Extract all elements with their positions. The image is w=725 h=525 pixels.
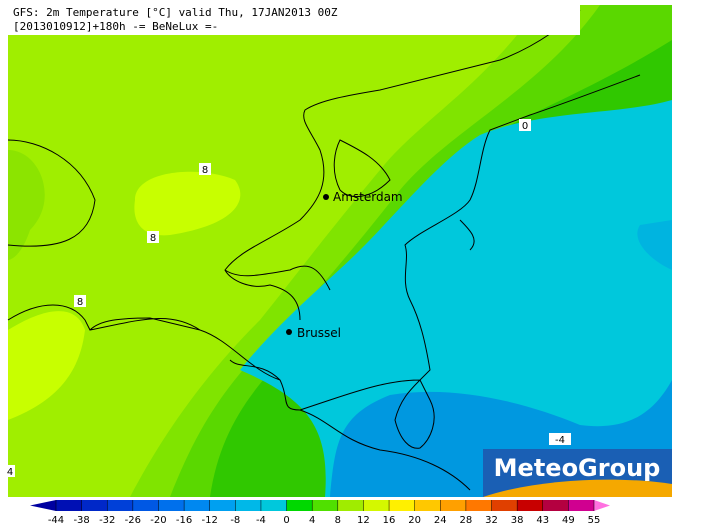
cities: Amsterdam Brussel <box>286 190 403 340</box>
colorbar-cell <box>440 500 467 511</box>
colorbar-tick-label: -4 <box>256 515 266 525</box>
zone-0 <box>240 100 672 497</box>
colorbar-tick-label: -8 <box>230 515 240 525</box>
colorbar-tick-label: 38 <box>511 515 524 525</box>
contour-label-bg <box>199 163 211 175</box>
colorbar-tick-label: -16 <box>176 515 192 525</box>
colorbar-tick-label: -20 <box>150 515 166 525</box>
contour-label-bg <box>147 231 159 243</box>
colorbar-tick-label: 49 <box>562 515 575 525</box>
colorbar-cell <box>568 500 595 511</box>
colorbar-tick-label: 16 <box>383 515 396 525</box>
logo-swoosh <box>483 479 672 497</box>
city-dot <box>286 329 292 335</box>
colorbar-arrow <box>30 500 56 511</box>
colorbar-cell <box>465 500 493 511</box>
colorbar-tick-label: 0 <box>283 515 289 525</box>
colorbar-tick-label: 4 <box>309 515 315 525</box>
logo: MeteoGroup <box>483 449 672 497</box>
colorbar-cell <box>56 500 83 511</box>
contour-label: -4 <box>555 435 565 446</box>
zone-minus2 <box>637 220 672 270</box>
contour-label: 4 <box>7 467 13 478</box>
colorbar: -44 -38 -32 -26 -20 -16 -12 -8 -4 0 4 8 12 16 20 24 28 32… <box>30 500 610 525</box>
contour-label-bg <box>74 295 86 307</box>
colorbar-tick-label: 32 <box>485 515 498 525</box>
contour-label-bg <box>549 433 571 445</box>
title-background <box>8 5 580 35</box>
colorbar-tick-label: -38 <box>73 515 89 525</box>
colorbar-cell <box>235 500 262 511</box>
zone-6 <box>8 150 45 260</box>
colorbar-tick-label: -12 <box>202 515 218 525</box>
colorbar-cell <box>286 500 313 511</box>
colorbar-tick-label: 24 <box>434 515 447 525</box>
colorbar-cell <box>414 500 441 511</box>
contour-label: 8 <box>77 297 83 308</box>
contour-label: 8 <box>202 165 208 176</box>
colorbar-cell <box>209 500 236 511</box>
colorbar-cell <box>81 500 108 511</box>
colorbar-tick-label: 28 <box>460 515 473 525</box>
colorbar-cell <box>389 500 416 511</box>
contour-label: 8 <box>150 233 156 244</box>
contour-label-bg <box>519 119 531 131</box>
map <box>7 5 672 497</box>
colorbar-cell <box>363 500 390 511</box>
colorbar-arrow <box>594 500 610 511</box>
colorbar-tick-label: -26 <box>125 515 141 525</box>
contour-label: 0 <box>522 121 528 132</box>
colorbar-cell <box>107 500 134 511</box>
subtitle: [2013010912]+180h -= BeNeLux =- <box>13 20 218 33</box>
title-box: GFS: 2m Temperature [°C] valid Thu, 17JA… <box>8 5 580 35</box>
city-dot <box>323 194 329 200</box>
colorbar-cell <box>312 500 339 511</box>
colorbar-cell <box>337 500 364 511</box>
contour-labels: 8 8 8 0 -4 4 <box>5 119 571 478</box>
colorbar-cell <box>491 500 518 511</box>
colorbar-tick-label: 20 <box>408 515 421 525</box>
colorbar-cell <box>132 500 159 511</box>
colorbar-tick-label: 8 <box>335 515 341 525</box>
contour-label-bg <box>5 465 15 477</box>
city-label: Amsterdam <box>333 190 403 204</box>
colorbar-tick-label: 43 <box>536 515 549 525</box>
city-label: Brussel <box>297 326 341 340</box>
colorbar-cell <box>542 500 569 511</box>
colorbar-tick-label: -44 <box>48 515 64 525</box>
title: GFS: 2m Temperature [°C] valid Thu, 17JA… <box>13 6 338 19</box>
colorbar-tick-label: -32 <box>99 515 115 525</box>
colorbar-cell <box>184 500 211 511</box>
colorbar-tick-label: 55 <box>588 515 601 525</box>
colorbar-cell <box>517 500 544 511</box>
colorbar-cell <box>158 500 185 511</box>
colorbar-cell <box>260 500 288 511</box>
zone-12 <box>134 171 241 236</box>
zone-12 <box>8 311 85 420</box>
colorbar-tick-label: 12 <box>357 515 370 525</box>
logo-text: MeteoGroup <box>494 454 661 482</box>
